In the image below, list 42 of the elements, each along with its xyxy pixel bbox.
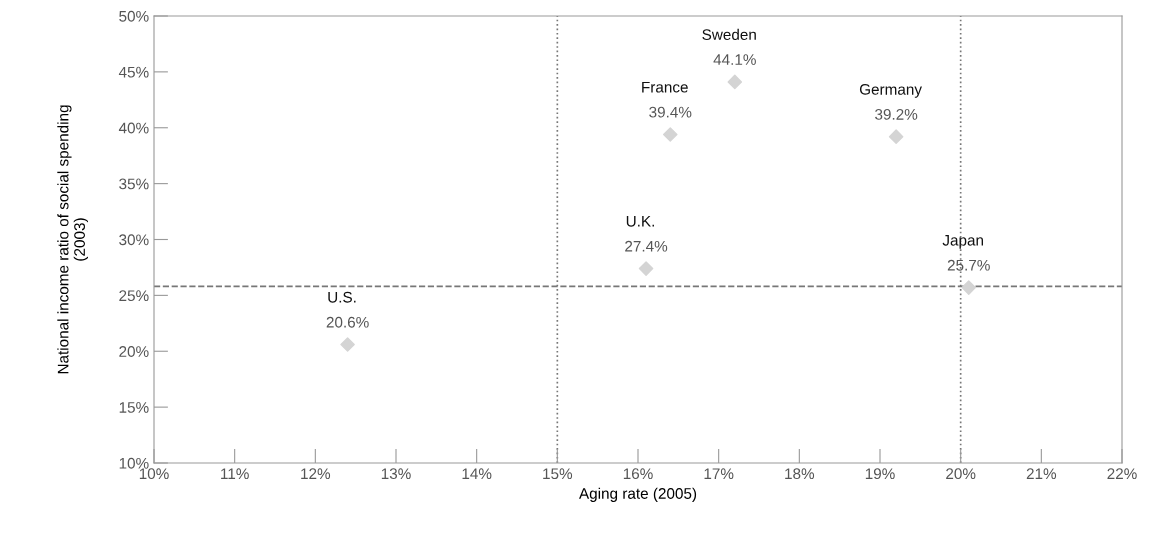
text: 20.6% bbox=[326, 316, 369, 328]
point bbox=[340, 337, 355, 352]
x-tick-label: 22% bbox=[1107, 468, 1137, 480]
y-tick-label: 40% bbox=[118, 122, 149, 134]
x-tick-label: 16% bbox=[623, 468, 653, 480]
x-axis-title: Aging rate (2005) bbox=[579, 487, 697, 502]
point bbox=[961, 280, 977, 295]
point bbox=[638, 261, 654, 276]
x-tick-label: 11% bbox=[221, 468, 249, 480]
x-tick-label: 21% bbox=[1026, 468, 1057, 480]
x-tick-label: 14% bbox=[462, 468, 492, 480]
annotation: France bbox=[642, 81, 688, 93]
y-tick-label: 50% bbox=[119, 10, 149, 22]
x-tick-label: 13% bbox=[381, 468, 411, 480]
point bbox=[888, 129, 904, 144]
annotation: Sweden bbox=[702, 28, 756, 41]
annotation: Japan bbox=[942, 234, 983, 249]
text: 25.7% bbox=[947, 259, 990, 271]
annotation: Germany bbox=[859, 83, 922, 98]
x-tick-label: 20% bbox=[946, 468, 976, 480]
text: 39.2% bbox=[875, 108, 918, 120]
y-tick-label: 35% bbox=[119, 178, 149, 190]
y-tick-label: 20% bbox=[119, 346, 149, 357]
x-tick-label: 15% bbox=[543, 468, 573, 480]
x-tick-label: 18% bbox=[785, 468, 815, 480]
x-tick-label: 10% bbox=[139, 468, 169, 480]
x-tick-label: 12% bbox=[301, 468, 331, 480]
text: 39.4% bbox=[649, 106, 692, 118]
point bbox=[727, 74, 743, 90]
x-tick-label: 19% bbox=[865, 468, 895, 480]
text: 44.1% bbox=[713, 54, 756, 65]
y-tick-label: 15% bbox=[119, 402, 149, 413]
point bbox=[662, 127, 678, 142]
y-tick-label: 25% bbox=[119, 290, 149, 302]
y-tick-label: 45% bbox=[118, 66, 149, 78]
text: 27.4% bbox=[625, 240, 668, 252]
y-tick-label: 10% bbox=[119, 457, 149, 469]
annotation: U.K. bbox=[626, 215, 654, 227]
y-axis-title: National income ratio of social spending (2003) bbox=[57, 105, 88, 374]
annotation: U.S. bbox=[328, 291, 356, 303]
x-tick-label: 17% bbox=[704, 468, 734, 480]
y-tick-label: 30% bbox=[119, 234, 149, 246]
